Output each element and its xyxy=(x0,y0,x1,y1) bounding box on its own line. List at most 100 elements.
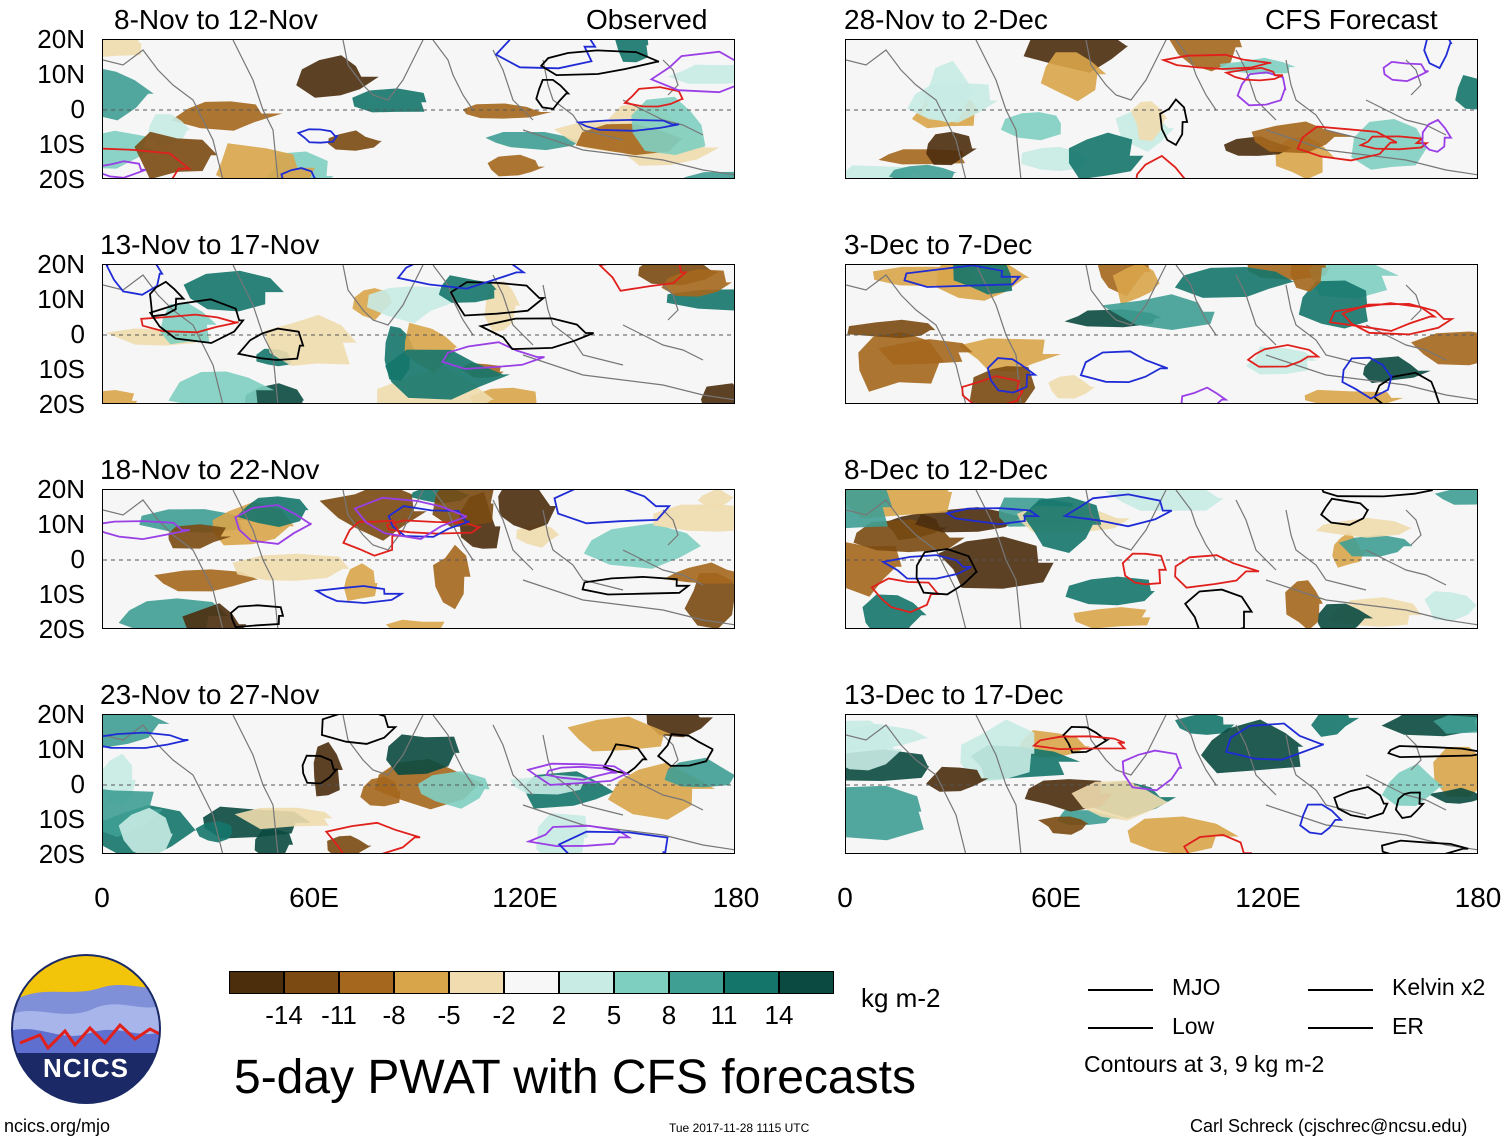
pwat-anomaly xyxy=(103,715,170,748)
pwat-anomaly xyxy=(663,562,734,584)
pwat-anomaly xyxy=(846,785,924,841)
pwat-anomaly xyxy=(232,553,350,581)
coastline xyxy=(846,499,967,628)
wave-contour xyxy=(986,357,1038,394)
coastline xyxy=(342,40,424,101)
pwat-anomaly xyxy=(296,55,379,98)
panel-title-left-3: 18-Nov to 22-Nov xyxy=(100,454,320,485)
wave-contour xyxy=(140,313,239,334)
coastline xyxy=(1235,49,1277,121)
y-tick-row1-0: 0 xyxy=(70,94,85,124)
pwat-anomaly xyxy=(1304,389,1404,403)
x-tick-right-120e: 120E xyxy=(1235,882,1301,913)
wave-contour xyxy=(478,317,594,351)
pwat-anomaly xyxy=(1040,52,1107,102)
pwat-anomaly xyxy=(1285,580,1323,628)
pwat-anomaly xyxy=(1311,715,1360,737)
legend-label-mjo: MJO xyxy=(1172,974,1221,1000)
wave-contour xyxy=(230,604,285,628)
pwat-map xyxy=(103,40,734,178)
legend-label-kelvin: Kelvin x2 xyxy=(1392,974,1486,1000)
coastline xyxy=(1365,324,1447,361)
y-tick-row1-10s: 10S xyxy=(38,129,85,159)
wave-contour xyxy=(1180,386,1229,403)
pwat-anomaly xyxy=(386,734,460,775)
wave-contour xyxy=(234,504,312,545)
colorbar-label: 2 xyxy=(551,1000,567,1030)
coastline xyxy=(232,40,279,178)
coastline xyxy=(1175,40,1217,111)
coastline xyxy=(846,274,967,403)
pwat-anomaly xyxy=(1434,490,1477,505)
wave-contour xyxy=(1382,60,1429,83)
pwat-anomaly xyxy=(103,390,138,403)
coastline xyxy=(492,499,534,571)
pwat-anomaly xyxy=(168,371,275,403)
wave-contour xyxy=(545,765,618,781)
coastline xyxy=(1285,734,1367,816)
pwat-anomaly xyxy=(319,490,427,541)
y-tick-row4-0: 0 xyxy=(70,769,85,799)
wave-contour xyxy=(1296,125,1398,162)
coastline xyxy=(1285,284,1367,366)
y-tick-row4-10n: 10N xyxy=(37,734,85,764)
wave-contour xyxy=(1121,749,1183,792)
coastline xyxy=(1175,715,1217,786)
colorbar-swatch xyxy=(669,971,724,994)
coastline xyxy=(432,40,474,111)
coastline xyxy=(1405,509,1422,546)
colorbar-label: 11 xyxy=(710,1000,738,1030)
map-panel-left-3 xyxy=(102,489,735,629)
wave-contour xyxy=(880,554,972,580)
pwat-anomaly xyxy=(1071,780,1170,821)
pwat-anomaly xyxy=(1022,496,1102,553)
coastline xyxy=(432,715,474,786)
pwat-anomaly xyxy=(958,338,1062,372)
pwat-anomaly xyxy=(215,143,315,178)
panel-title-left-1: 8-Nov to 12-Nov xyxy=(114,4,318,35)
coastline xyxy=(1265,804,1477,851)
y-tick-row2-0: 0 xyxy=(70,319,85,349)
coastline xyxy=(1405,284,1422,321)
y-tick-row2-20s: 20S xyxy=(38,389,85,419)
coastline xyxy=(1235,724,1277,796)
y-tick-row3-20s: 20S xyxy=(38,614,85,644)
coastline xyxy=(1265,354,1477,401)
wave-contour xyxy=(296,128,339,144)
footer-url[interactable]: ncics.org/mjo xyxy=(4,1116,111,1136)
colorbar-label: -2 xyxy=(492,1000,516,1030)
pwat-anomaly xyxy=(1298,280,1368,329)
pwat-anomaly xyxy=(922,101,969,123)
panel-title-right-2: 3-Dec to 7-Dec xyxy=(844,229,1033,260)
wave-contour xyxy=(1183,588,1254,628)
coastline xyxy=(522,129,734,176)
panel-title-right-1: 28-Nov to 2-Dec xyxy=(844,4,1048,35)
wave-contour xyxy=(1174,554,1260,589)
pwat-anomaly xyxy=(103,789,164,838)
pwat-anomaly xyxy=(668,64,734,84)
y-tick-row3-20n: 20N xyxy=(37,474,85,504)
wave-contour xyxy=(236,327,305,361)
pwat-anomaly xyxy=(367,286,459,324)
pwat-anomaly xyxy=(498,490,557,531)
pwat-map xyxy=(846,265,1477,403)
pwat-anomaly xyxy=(385,619,445,628)
y-tick-row3-10s: 10S xyxy=(38,579,85,609)
pwat-anomaly xyxy=(1455,75,1477,110)
wave-contour xyxy=(1062,725,1111,754)
pwat-anomaly xyxy=(154,569,259,592)
colorbar-label: 8 xyxy=(661,1000,677,1030)
x-tick-left-120e: 120E xyxy=(492,882,558,913)
colorbar-swatch xyxy=(724,971,779,994)
units-label: kg m-2 xyxy=(861,983,941,1013)
wave-contour xyxy=(1121,552,1168,586)
coastline xyxy=(103,499,224,628)
wave-contour xyxy=(1328,302,1438,332)
pwat-anomaly xyxy=(1411,331,1477,366)
observed-label: Observed xyxy=(586,4,708,35)
pwat-anomaly xyxy=(352,88,427,113)
pwat-anomaly xyxy=(1068,132,1144,178)
wave-contour xyxy=(449,281,547,317)
coastline xyxy=(975,265,1022,403)
wave-contour xyxy=(494,40,597,70)
